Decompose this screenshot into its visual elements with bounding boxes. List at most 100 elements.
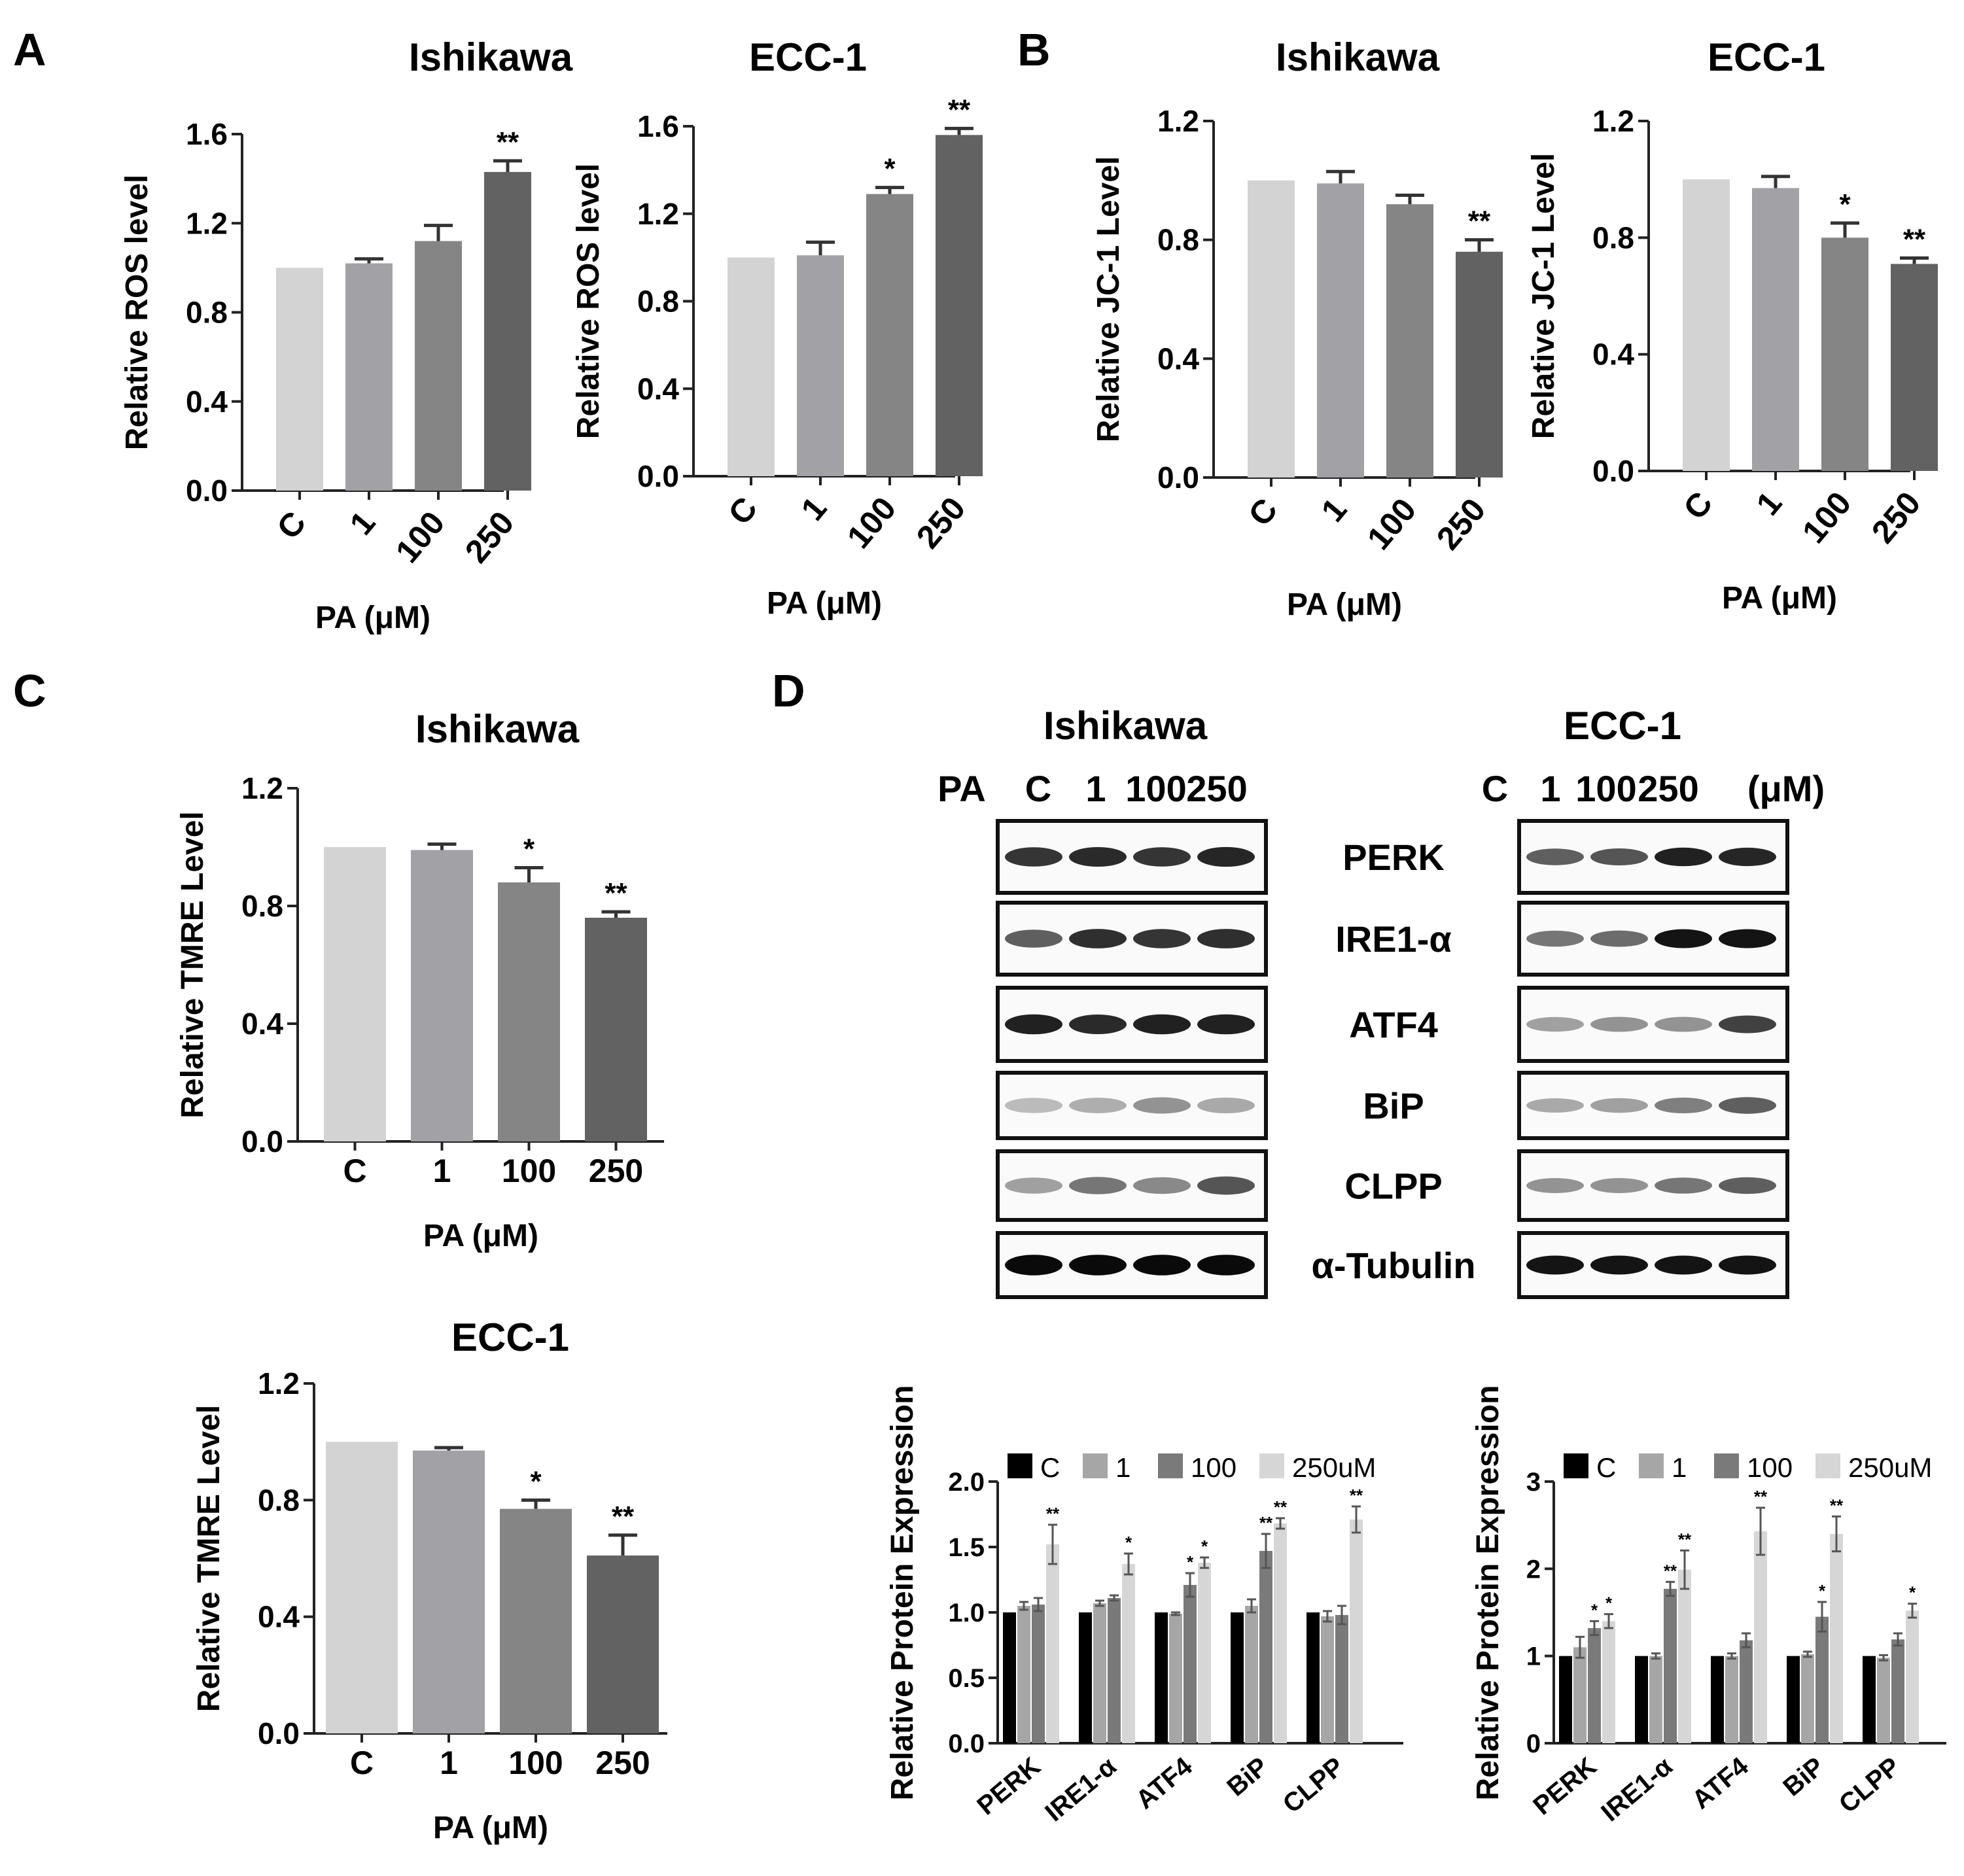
x-tick-label: BiP <box>1221 1752 1273 1802</box>
y-axis-label: Relative Protein Expression <box>885 1385 920 1801</box>
panel-letter-c: C <box>13 665 46 716</box>
bar-CLPP-250uM <box>1906 1610 1919 1743</box>
significance-marker: ** <box>1903 224 1926 256</box>
significance-marker: ** <box>1754 1487 1768 1506</box>
band-left <box>1005 1098 1062 1113</box>
bar-250 <box>484 171 531 491</box>
band-left <box>1005 1177 1062 1194</box>
band-left <box>1133 929 1191 948</box>
y-axis-label: Relative Protein Expression <box>1471 1385 1505 1801</box>
x-tick-label: BiP <box>1778 1752 1829 1802</box>
protein-label: α-Tubulin <box>1311 1245 1475 1286</box>
bar-CLPP-C <box>1306 1612 1320 1743</box>
blot-box-left <box>996 1071 1268 1140</box>
y-tick-label: 0.8 <box>186 296 228 330</box>
legend-label: 1 <box>1672 1452 1687 1483</box>
lane-label-right: 250 <box>1638 768 1698 809</box>
chart-d-ecc1-protein: 0 1 2 3 Relative Protein Expression C 1 100 250u… <box>1471 1385 1946 1827</box>
x-tick-label: 250 <box>1865 485 1928 550</box>
bar-1 <box>345 263 393 491</box>
bar-100 <box>498 882 560 1141</box>
band-left <box>1069 929 1127 948</box>
x-axis-label: PA (μM) <box>433 1811 548 1845</box>
significance-marker: * <box>1819 1581 1826 1601</box>
y-tick-label: 0.8 <box>1157 223 1199 257</box>
x-tick-label: 100 <box>1360 491 1424 557</box>
band-right <box>1526 930 1584 947</box>
x-tick-label: 100 <box>840 490 903 555</box>
band-right <box>1655 847 1712 867</box>
y-tick-label: 0.4 <box>258 1600 300 1634</box>
significance-marker: * <box>884 153 896 185</box>
band-left <box>1005 929 1062 948</box>
y-tick-label: 1.2 <box>258 1366 300 1400</box>
legend-label: 250uM <box>1848 1452 1932 1483</box>
x-tick-label: C <box>270 504 313 546</box>
legend-swatch-C <box>1008 1453 1032 1478</box>
bar-1 <box>1317 183 1364 478</box>
bar-1 <box>797 255 844 476</box>
bar-1 <box>1752 188 1799 471</box>
significance-marker: ** <box>1259 1513 1273 1533</box>
band-right <box>1655 1255 1712 1275</box>
bar-C <box>276 268 323 491</box>
y-tick-label: 2.0 <box>948 1468 985 1497</box>
band-left <box>1069 1255 1127 1276</box>
y-tick-label: 1 <box>1526 1642 1541 1671</box>
y-axis-label: Relative JC-1 Level <box>1091 156 1126 443</box>
significance-marker: ** <box>1664 1561 1677 1580</box>
x-tick-label: 1 <box>343 504 383 542</box>
x-tick-label: ATF4 <box>1687 1752 1754 1815</box>
bar-ATF4-C <box>1711 1656 1724 1743</box>
x-tick-label: 100 <box>502 1153 556 1189</box>
x-tick-label: 1 <box>1749 485 1789 522</box>
x-tick-label: 250 <box>589 1153 643 1189</box>
bar-IRE1-α-250uM <box>1122 1564 1135 1743</box>
chart-d-ishikawa-protein: 0.0 0.5 1.0 1.5 2.0 Relative Protein Expressi… <box>885 1385 1403 1827</box>
legend-label: C <box>1596 1452 1616 1483</box>
band-left <box>1069 1015 1127 1034</box>
blot-title-ishikawa: Ishikawa <box>1043 704 1208 748</box>
y-tick-label: 0.0 <box>258 1716 300 1750</box>
x-tick-label: 100 <box>1795 485 1859 550</box>
bar-ATF4-250uM <box>1198 1563 1211 1743</box>
bar-CLPP-1 <box>1321 1616 1334 1743</box>
band-right <box>1526 1016 1584 1032</box>
y-tick-label: 0.8 <box>1592 220 1634 254</box>
bar-ATF4-250uM <box>1754 1531 1767 1743</box>
y-tick-label: 1.6 <box>637 109 679 143</box>
y-tick-label: 1.5 <box>948 1533 985 1562</box>
bar-BiP-1 <box>1801 1654 1814 1743</box>
bar-BiP-C <box>1231 1612 1244 1743</box>
significance-marker: ** <box>1274 1497 1288 1517</box>
x-axis-label: PA (μM) <box>1287 587 1402 622</box>
x-axis-label: PA (μM) <box>315 600 430 635</box>
y-tick-label: 1.2 <box>637 197 679 231</box>
x-tick-label: 1 <box>1314 491 1354 529</box>
band-left <box>1069 847 1127 867</box>
band-left <box>1197 929 1255 948</box>
x-tick-label: PERK <box>972 1752 1046 1820</box>
bar-PERK-250uM <box>1602 1621 1615 1743</box>
band-right <box>1719 1015 1776 1034</box>
chart-b-ecc1-jc1: ECC-1 0.0 0.4 0.8 1.2 Relative JC-1 Level C 1 * 1… <box>1526 35 1938 616</box>
bar-PERK-1 <box>1017 1606 1030 1743</box>
legend-swatch-250uM <box>1259 1453 1284 1478</box>
lane-label-right: 1 <box>1540 768 1560 809</box>
y-axis-label: Relative ROS level <box>120 175 154 451</box>
y-tick-label: 0.4 <box>637 372 679 406</box>
bar-250 <box>585 918 647 1141</box>
blot-box-right <box>1517 986 1789 1063</box>
significance-marker: ** <box>1046 1504 1060 1523</box>
band-left <box>1005 1014 1062 1035</box>
significance-marker: ** <box>497 126 519 158</box>
bar-IRE1-α-250uM <box>1678 1569 1691 1743</box>
bar-IRE1-α-C <box>1079 1612 1092 1743</box>
legend-label: C <box>1040 1452 1060 1483</box>
protein-label: IRE1-α <box>1335 918 1452 960</box>
significance-marker: ** <box>1468 205 1491 237</box>
bar-C <box>326 1442 398 1733</box>
bar-IRE1-α-100 <box>1108 1598 1121 1743</box>
significance-marker: ** <box>1830 1495 1844 1515</box>
band-right <box>1590 930 1648 947</box>
